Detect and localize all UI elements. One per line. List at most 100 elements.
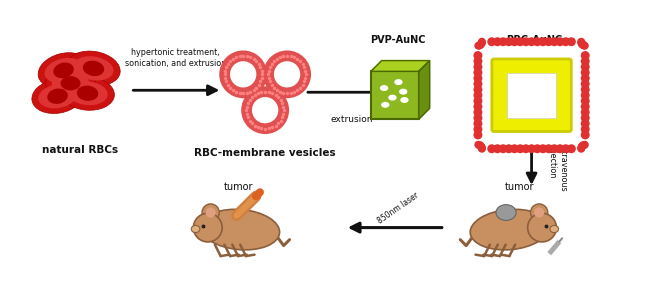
Polygon shape	[371, 61, 430, 71]
Circle shape	[527, 144, 536, 153]
Circle shape	[499, 37, 507, 46]
Ellipse shape	[400, 97, 409, 103]
Ellipse shape	[380, 85, 388, 91]
Circle shape	[581, 131, 590, 139]
Circle shape	[579, 141, 587, 149]
Circle shape	[530, 204, 547, 221]
Circle shape	[474, 91, 482, 100]
Ellipse shape	[399, 89, 407, 95]
Circle shape	[252, 97, 278, 123]
Circle shape	[488, 37, 496, 46]
Circle shape	[538, 144, 547, 153]
Circle shape	[577, 38, 585, 46]
Circle shape	[567, 144, 576, 153]
Ellipse shape	[52, 72, 89, 94]
Circle shape	[476, 142, 484, 150]
Circle shape	[476, 141, 484, 149]
Circle shape	[516, 144, 524, 153]
Circle shape	[521, 37, 530, 46]
Ellipse shape	[32, 79, 84, 113]
Circle shape	[578, 39, 586, 47]
Circle shape	[219, 51, 267, 98]
Circle shape	[474, 42, 482, 50]
Ellipse shape	[470, 209, 549, 250]
Circle shape	[550, 144, 559, 153]
Circle shape	[581, 113, 590, 122]
Ellipse shape	[496, 205, 516, 220]
Circle shape	[474, 74, 482, 83]
Circle shape	[474, 57, 482, 66]
Circle shape	[581, 85, 590, 94]
Circle shape	[578, 143, 586, 151]
Ellipse shape	[381, 102, 390, 108]
Ellipse shape	[74, 56, 114, 81]
Circle shape	[544, 144, 553, 153]
Circle shape	[474, 141, 482, 149]
Circle shape	[474, 119, 482, 128]
Circle shape	[578, 142, 586, 150]
Circle shape	[241, 86, 289, 134]
Circle shape	[581, 91, 590, 100]
Circle shape	[580, 42, 588, 49]
Bar	[371, 71, 418, 119]
Circle shape	[474, 85, 482, 94]
Circle shape	[478, 38, 486, 46]
Circle shape	[474, 51, 482, 60]
Circle shape	[478, 39, 486, 47]
Ellipse shape	[45, 67, 95, 99]
Circle shape	[550, 37, 559, 46]
Ellipse shape	[45, 58, 83, 83]
Circle shape	[577, 144, 586, 152]
Circle shape	[504, 144, 513, 153]
Circle shape	[476, 41, 484, 49]
Circle shape	[521, 144, 530, 153]
Circle shape	[477, 142, 485, 150]
Circle shape	[555, 37, 565, 46]
Circle shape	[581, 141, 589, 149]
Circle shape	[206, 208, 216, 218]
Circle shape	[263, 51, 311, 98]
Ellipse shape	[47, 88, 68, 104]
Circle shape	[193, 213, 222, 242]
Circle shape	[477, 40, 485, 48]
Circle shape	[478, 145, 486, 153]
Circle shape	[474, 79, 482, 88]
Circle shape	[516, 37, 524, 46]
Circle shape	[488, 144, 496, 153]
Circle shape	[510, 37, 519, 46]
Ellipse shape	[77, 86, 98, 101]
Circle shape	[478, 143, 486, 151]
Circle shape	[581, 79, 590, 88]
Circle shape	[533, 144, 542, 153]
Circle shape	[581, 68, 590, 77]
Ellipse shape	[67, 51, 120, 86]
Text: intravenous
injection: intravenous injection	[547, 144, 567, 192]
Circle shape	[474, 125, 482, 134]
Circle shape	[581, 62, 590, 71]
Circle shape	[478, 144, 486, 152]
Circle shape	[528, 213, 557, 242]
Ellipse shape	[191, 225, 200, 232]
Text: natural RBCs: natural RBCs	[43, 145, 118, 155]
Circle shape	[581, 51, 590, 60]
Polygon shape	[418, 61, 430, 119]
Ellipse shape	[38, 84, 77, 108]
Ellipse shape	[83, 61, 104, 76]
Circle shape	[581, 96, 590, 105]
Circle shape	[538, 37, 547, 46]
Ellipse shape	[388, 95, 397, 101]
Circle shape	[580, 141, 588, 149]
Ellipse shape	[38, 53, 89, 88]
Circle shape	[577, 145, 585, 153]
FancyBboxPatch shape	[492, 59, 571, 131]
Circle shape	[493, 144, 502, 153]
Ellipse shape	[61, 76, 80, 90]
Circle shape	[533, 37, 542, 46]
Circle shape	[504, 37, 513, 46]
Circle shape	[581, 125, 590, 134]
Circle shape	[474, 62, 482, 71]
Circle shape	[274, 61, 300, 88]
Circle shape	[567, 37, 576, 46]
Circle shape	[478, 38, 486, 46]
Circle shape	[474, 113, 482, 122]
